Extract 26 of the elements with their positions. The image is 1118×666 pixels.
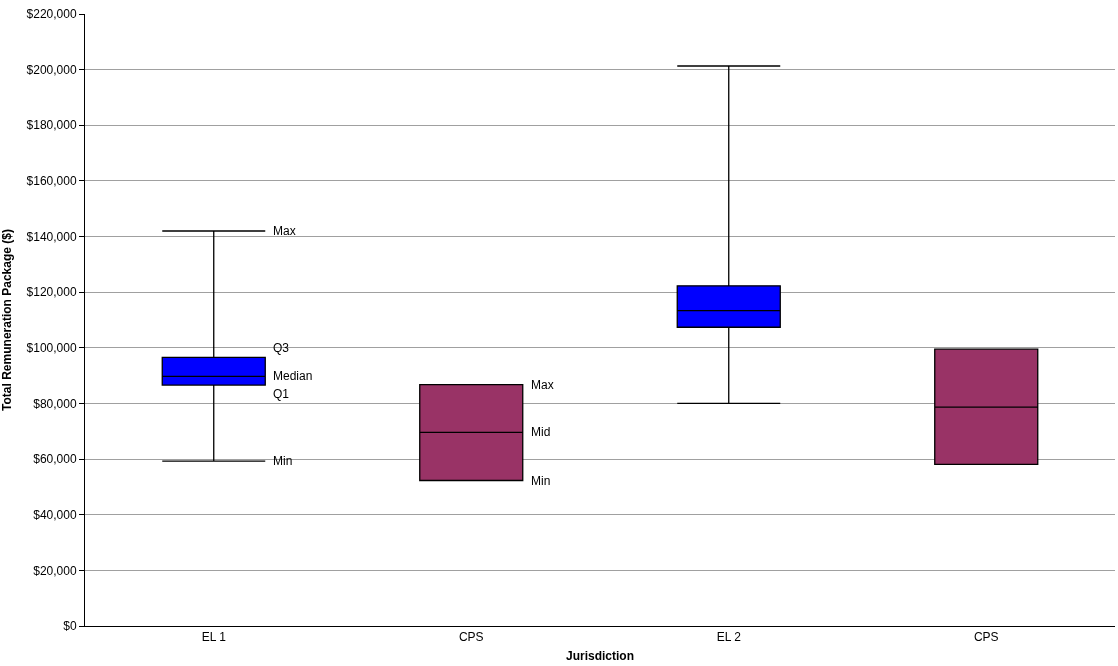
annotation: Mid <box>531 425 551 439</box>
y-tick-label: $100,000 <box>26 341 77 356</box>
y-tick-label: $140,000 <box>26 229 77 244</box>
annotation: Max <box>531 378 554 392</box>
x-axis-title: Jurisdiction <box>565 649 635 664</box>
y-tick-label: $0 <box>63 619 77 634</box>
annotation: Min <box>531 474 551 488</box>
y-tick-label: $160,000 <box>26 174 77 189</box>
annotation: Median <box>273 369 313 383</box>
y-tick-label: $80,000 <box>33 396 77 411</box>
x-tick-label: CPS <box>458 630 484 645</box>
y-tick-label: $20,000 <box>33 563 77 578</box>
annotation: Q3 <box>273 341 290 355</box>
y-tick-label: $60,000 <box>33 452 77 467</box>
y-axis-title: Total Remuneration Package ($) <box>0 229 14 411</box>
annotation: Q1 <box>273 387 290 401</box>
y-tick-label: $40,000 <box>33 507 77 522</box>
y-tick-label: $220,000 <box>26 7 77 22</box>
x-tick-label: EL 1 <box>201 630 227 645</box>
y-tick-label: $120,000 <box>26 285 77 300</box>
annotation: Min <box>273 454 293 468</box>
x-tick-label: CPS <box>973 630 999 645</box>
y-tick-label: $180,000 <box>26 118 77 133</box>
y-tick-label: $200,000 <box>26 62 77 77</box>
annotation: Max <box>273 224 296 238</box>
x-tick-label: EL 2 <box>716 630 742 645</box>
